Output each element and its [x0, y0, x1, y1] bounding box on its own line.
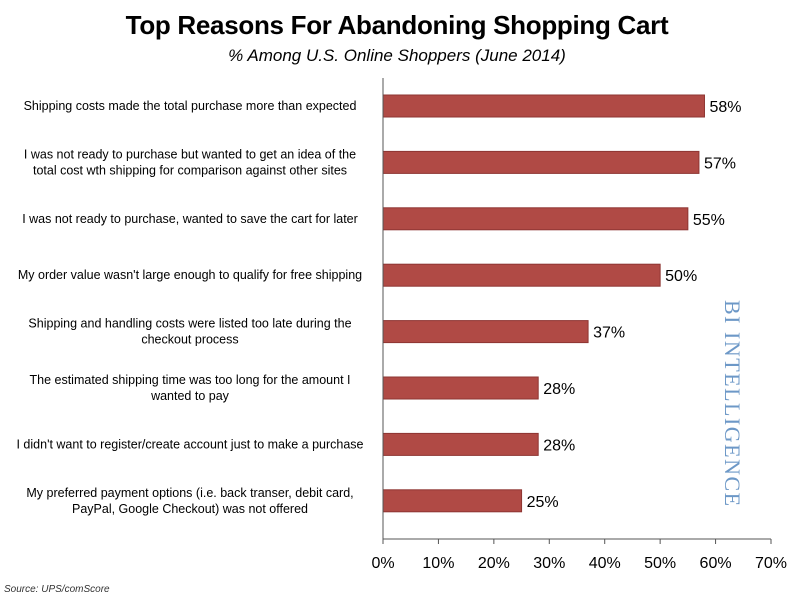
category-label: The estimated shipping time was too long… — [29, 373, 350, 403]
x-tick-label: 30% — [533, 555, 565, 572]
bar — [382, 207, 689, 231]
category-label: My preferred payment options (i.e. back … — [26, 486, 353, 516]
data-label: 28% — [543, 437, 575, 454]
bar — [382, 94, 705, 118]
category-label: I was not ready to purchase but wanted t… — [24, 147, 356, 177]
chart-subtitle: % Among U.S. Online Shoppers (June 2014) — [228, 46, 566, 65]
bar — [382, 320, 589, 344]
chart-title: Top Reasons For Abandoning Shopping Cart — [125, 10, 669, 40]
data-label: 57% — [704, 155, 736, 172]
data-label: 25% — [527, 494, 559, 511]
bar — [382, 432, 539, 456]
x-tick-label: 0% — [371, 555, 394, 572]
category-label: I didn't want to register/create account… — [16, 437, 363, 451]
bar — [382, 376, 539, 400]
bar — [382, 263, 661, 287]
data-label: 55% — [693, 212, 725, 229]
category-label: Shipping costs made the total purchase m… — [24, 99, 357, 113]
bi-intelligence-watermark: BI INTELLIGENCE — [720, 300, 745, 508]
category-label: Shipping and handling costs were listed … — [28, 317, 351, 347]
x-tick-label: 20% — [478, 555, 510, 572]
data-label: 50% — [665, 268, 697, 285]
x-tick-label: 40% — [589, 555, 621, 572]
bar — [382, 150, 700, 174]
data-label: 58% — [709, 99, 741, 116]
x-tick-label: 10% — [422, 555, 454, 572]
bar — [382, 489, 523, 513]
data-label: 37% — [593, 325, 625, 342]
category-label: My order value wasn't large enough to qu… — [18, 268, 362, 282]
x-tick-label: 70% — [755, 555, 787, 572]
x-tick-label: 50% — [644, 555, 676, 572]
x-tick-label: 60% — [700, 555, 732, 572]
category-label: I was not ready to purchase, wanted to s… — [22, 212, 358, 226]
source-note: Source: UPS/comScore — [4, 584, 110, 595]
data-label: 28% — [543, 381, 575, 398]
